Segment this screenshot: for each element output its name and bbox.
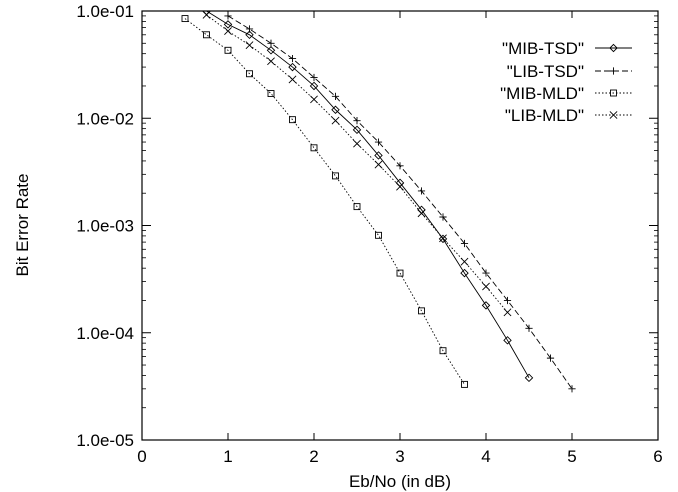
data-point [245,30,254,40]
x-tick-label: 5 [567,447,576,466]
y-axis: 1.0e-05 1.0e-04 1.0e-03 1.0e-02 1.0e-01 [76,2,658,450]
data-point [418,307,425,315]
data-point [266,46,276,55]
x-tick-label: 2 [309,447,318,466]
legend-label: "MIB-TSD" [502,39,584,58]
y-tick-label: 1.0e-05 [76,431,134,450]
data-point [331,105,340,114]
data-point [267,90,275,97]
data-point [224,46,232,54]
legend-label: "LIB-MLD" [505,106,584,125]
data-point [482,269,490,277]
legend-marker [610,89,617,97]
y-tick-label: 1.0e-03 [76,217,134,236]
data-point [439,347,447,355]
data-point [331,92,340,100]
data-point [396,269,404,277]
data-point [310,73,318,82]
y-axis-title: Bit Error Rate [13,174,32,277]
data-point [396,162,404,170]
data-point [546,354,555,362]
data-point [181,15,189,23]
data-point [352,125,362,135]
data-point [353,139,361,148]
x-tick-label: 4 [481,447,490,466]
data-point [524,373,534,383]
data-point [224,27,232,35]
data-point [417,187,426,195]
data-point [288,62,297,72]
data-point [223,20,233,29]
x-tick-label: 1 [223,447,232,466]
data-point [246,70,253,78]
data-point [310,144,318,152]
y-tick-label: 1.0e-01 [76,2,134,21]
data-point [267,57,275,66]
legend-label: "MIB-MLD" [500,84,584,103]
data-point [310,95,318,104]
data-point [224,12,232,20]
data-point [503,296,512,305]
data-point [460,239,469,248]
data-point [245,41,254,50]
data-point [460,268,469,278]
data-point [374,138,383,146]
data-point [417,209,426,218]
data-point [374,151,383,160]
x-axis-title: Eb/No (in dB) [349,472,451,491]
legend-marker [609,43,618,53]
legend-entry: "LIB-TSD" [507,62,632,81]
data-point [267,39,275,47]
y-tick-label: 1.0e-02 [76,109,134,128]
data-point [568,385,576,393]
series-line [206,14,508,313]
data-point [461,380,468,388]
x-tick-label: 6 [653,447,662,466]
data-point [460,257,469,266]
data-point [331,116,340,125]
legend-entry: "LIB-MLD" [505,106,632,125]
data-point [202,11,211,19]
data-point [289,116,296,124]
data-point [203,31,210,39]
data-point [439,213,447,221]
data-point [481,301,491,310]
data-point [245,25,254,33]
data-point [396,182,404,191]
series-layer [181,11,576,393]
data-point [482,282,490,291]
data-point [353,117,361,125]
data-point [525,324,533,332]
series-1 [224,12,576,393]
legend-marker [609,67,618,75]
x-tick-label: 0 [137,447,146,466]
series-3 [202,11,512,317]
legend-marker [609,111,618,119]
series-line [206,11,530,379]
data-point [353,203,361,211]
legend-entry: "MIB-TSD" [502,39,632,58]
data-point [439,234,447,243]
series-line [184,18,465,385]
data-point [438,234,448,244]
legend-label: "LIB-TSD" [507,62,584,81]
series-2 [181,15,468,388]
x-tick-label: 3 [395,447,404,466]
data-point [309,81,319,91]
data-point [288,75,297,84]
y-tick-label: 1.0e-04 [76,324,134,343]
data-point [332,172,339,180]
legend-entry: "MIB-MLD" [500,84,632,103]
legend: "MIB-TSD" "LIB-TSD" "MIB-MLD" "LIB-MLD" [500,39,632,125]
series-0 [202,11,534,383]
data-point [374,160,383,169]
data-point [503,336,512,345]
data-point [288,54,297,63]
data-point [503,308,512,317]
data-point [375,231,382,239]
